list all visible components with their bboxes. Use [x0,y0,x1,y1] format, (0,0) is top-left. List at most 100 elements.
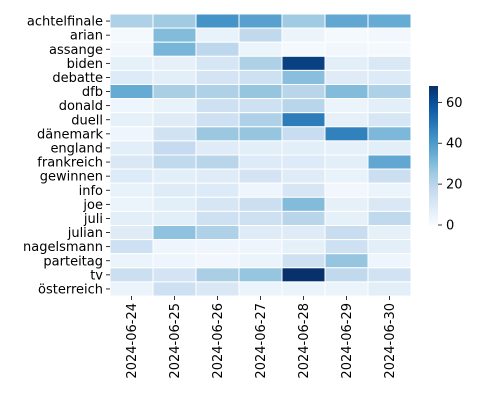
heatmap-cell [195,253,240,269]
y-tick-label: assange [49,43,103,58]
heatmap-cell [281,84,326,100]
x-tick-label: 2024-06-30 [383,303,398,379]
heatmap-cell [152,55,197,71]
heatmap-cell [367,112,412,128]
heatmap-cell [324,267,369,283]
heatmap-cell [109,225,154,241]
heatmap-cell [109,154,154,170]
y-tick-label: dänemark [37,127,103,142]
heatmap-cell [367,154,412,170]
heatmap-cell [109,98,154,114]
heatmap-cell [324,84,369,100]
heatmap-cell [238,281,283,297]
heatmap-cell [195,98,240,114]
heatmap-cell [195,69,240,86]
heatmap-cell [238,140,283,156]
heatmap-cell [281,140,326,156]
y-tick-label: england [50,141,103,156]
heatmap-cell [367,196,412,212]
heatmap-cell [152,69,197,86]
heatmap-cell [238,182,283,198]
heatmap-cell [195,225,240,241]
y-tick-label: info [79,184,103,199]
heatmap-cell [324,112,369,128]
heatmap-cell [152,98,197,114]
heatmap-cell [109,84,154,100]
heatmap-cell [238,84,283,100]
y-tick-label: debatte [52,71,103,86]
colorbar-tick-label: 60 [446,96,463,111]
heatmap-cell [152,168,197,184]
heatmap-cell [281,210,326,226]
heatmap-cell [324,98,369,114]
heatmap-cell [281,27,326,43]
y-tick-label: tv [90,268,103,283]
heatmap-cell [195,182,240,198]
heatmap-cell [109,196,154,212]
heatmap-cell [238,239,283,255]
heatmap-cells [109,13,412,297]
heatmap-cell [324,182,369,198]
x-tick-labels: 2024-06-24 2024-06-25 2024-06-26 2024-06-27… [125,296,398,379]
heatmap-cell [195,267,240,283]
heatmap-cell [324,140,369,156]
heatmap-cell [367,210,412,226]
heatmap-cell [367,69,412,86]
heatmap-cell [281,168,326,184]
heatmap-cell [281,253,326,269]
heatmap-cell [238,225,283,241]
heatmap-cell [152,239,197,255]
heatmap-cell [195,13,240,29]
heatmap-cell [109,13,154,29]
heatmap-cell [281,55,326,71]
heatmap-cell [324,154,369,170]
heatmap-cell [238,98,283,114]
heatmap-cell [152,154,197,170]
heatmap-cell [152,112,197,128]
heatmap-cell [109,239,154,255]
x-tick-label: 2024-06-24 [125,303,140,379]
heatmap-cell [152,13,197,29]
heatmap-cell [109,55,154,71]
heatmap-cell [109,112,154,128]
y-tick-label: nagelsmann [23,240,103,255]
heatmap-cell [238,154,283,170]
colorbar-tick-label: 20 [446,178,463,193]
colorbar-gradient [429,86,438,225]
heatmap-cell [281,154,326,170]
x-tick-label: 2024-06-29 [340,303,355,379]
y-tick-label: biden [67,57,103,72]
heatmap-cell [238,168,283,184]
heatmap-cell [367,41,412,57]
y-tick-label: achtelfinale [27,15,103,30]
heatmap-cell [195,154,240,170]
heatmap-cell [152,281,197,297]
heatmap-cell [152,41,197,57]
y-tick-label: gewinnen [40,170,103,185]
heatmap-cell [367,55,412,71]
heatmap-cell [152,140,197,156]
heatmap-cell [281,41,326,57]
heatmap-cell [195,281,240,297]
y-tick-label: julian [67,226,103,241]
heatmap-cell [238,13,283,29]
heatmap-cell [109,126,154,142]
heatmap-cell [367,253,412,269]
heatmap-cell [324,27,369,43]
heatmap-cell [238,126,283,142]
heatmap-cell [324,168,369,184]
heatmap-cell [324,69,369,86]
heatmap-cell [152,196,197,212]
heatmap-cell [152,267,197,283]
heatmap-cell [109,253,154,269]
heatmap-cell [238,41,283,57]
heatmap-cell [195,41,240,57]
heatmap-cell [367,98,412,114]
heatmap-cell [281,126,326,142]
heatmap-cell [367,267,412,283]
heatmap-cell [281,182,326,198]
heatmap-cell [281,239,326,255]
heatmap-cell [238,253,283,269]
heatmap-cell [281,281,326,297]
heatmap-cell [367,27,412,43]
